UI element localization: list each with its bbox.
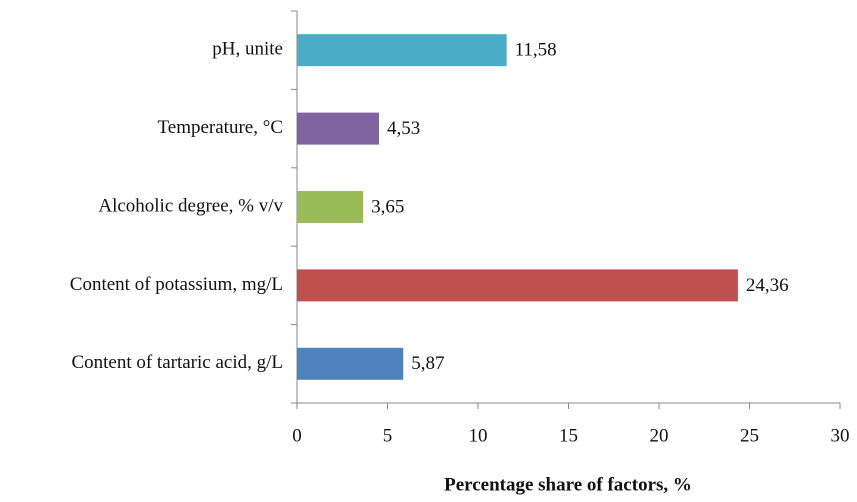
x-tick-label: 30 [831,425,850,446]
x-tick-label: 25 [740,425,759,446]
bar [297,191,364,223]
bar [297,269,738,302]
data-label: 3,65 [371,196,404,217]
x-axis-label: Percentage share of factors, % [444,474,692,495]
data-label: 24,36 [746,275,789,296]
y-tick-label: Content of tartaric acid, g/L [71,352,283,373]
y-tick-label: Content of potassium, mg/L [70,274,283,295]
data-label: 11,58 [515,40,557,61]
data-label: 5,87 [411,353,444,374]
bar [297,347,404,380]
x-tick-label: 20 [650,425,669,446]
y-tick-label: Temperature, °C [158,117,284,138]
x-tick-label: 0 [292,425,302,446]
x-tick-label: 5 [383,425,393,446]
bar [297,34,507,67]
y-tick-label: pH, unite [212,39,283,60]
x-tick-label: 10 [469,425,488,446]
y-tick-label: Alcoholic degree, % v/v [98,195,283,216]
data-label: 4,53 [387,118,420,139]
bar [297,112,379,145]
x-tick-label: 15 [559,425,578,446]
